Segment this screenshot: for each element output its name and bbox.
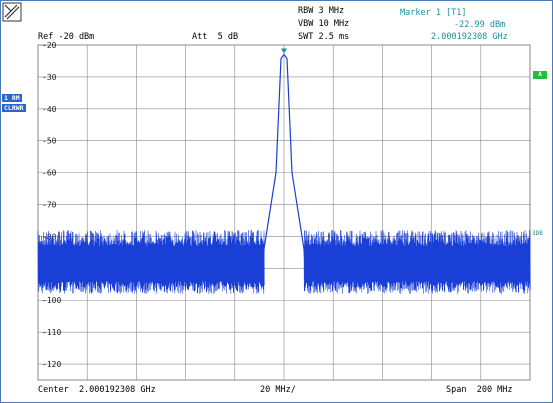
y-tick-label: -70 <box>42 201 57 210</box>
marker-frequency: 2.000192308 GHz <box>431 32 508 42</box>
frequency-per-division: 20 MHz/ <box>260 385 296 395</box>
marker-level: -22.99 dBm <box>454 20 506 30</box>
y-tick-label: -30 <box>42 73 57 82</box>
trace-a-badge: A <box>533 71 547 79</box>
y-axis-ticks: -20-30-40-50-60-70-80-90-100-110-120 <box>42 41 61 369</box>
y-tick-label: -20 <box>42 41 57 50</box>
sweep-time-readout: SWT 2.5 ms <box>298 32 350 42</box>
frequency-span: Span 200 MHz <box>446 385 513 395</box>
rbw-readout: RBW 3 MHz <box>298 6 345 16</box>
3db-marker-label: 3DB <box>532 230 543 237</box>
y-tick-label: -120 <box>42 360 61 369</box>
rohde-schwarz-logo-icon <box>2 2 22 22</box>
y-tick-label: -60 <box>42 169 57 178</box>
center-frequency: Center 2.000192308 GHz <box>38 385 156 395</box>
y-tick-label: -40 <box>42 105 57 114</box>
reference-level: Ref -20 dBm <box>38 32 95 42</box>
marker-title: Marker 1 [T1] <box>400 8 467 18</box>
y-tick-label: -50 <box>42 137 57 146</box>
trace-mode-badge: 1 RM <box>2 94 22 102</box>
y-tick-label: -110 <box>42 328 61 337</box>
signal-peak-trace <box>261 53 307 282</box>
marker-triangle-icon <box>281 48 287 54</box>
vbw-readout: VBW 10 MHz <box>298 19 350 29</box>
attenuation-readout: Att 5 dB <box>192 32 239 42</box>
grid <box>37 44 531 381</box>
y-tick-label: -100 <box>42 296 61 305</box>
trace-clrwr-badge: CLRWR <box>2 104 26 112</box>
